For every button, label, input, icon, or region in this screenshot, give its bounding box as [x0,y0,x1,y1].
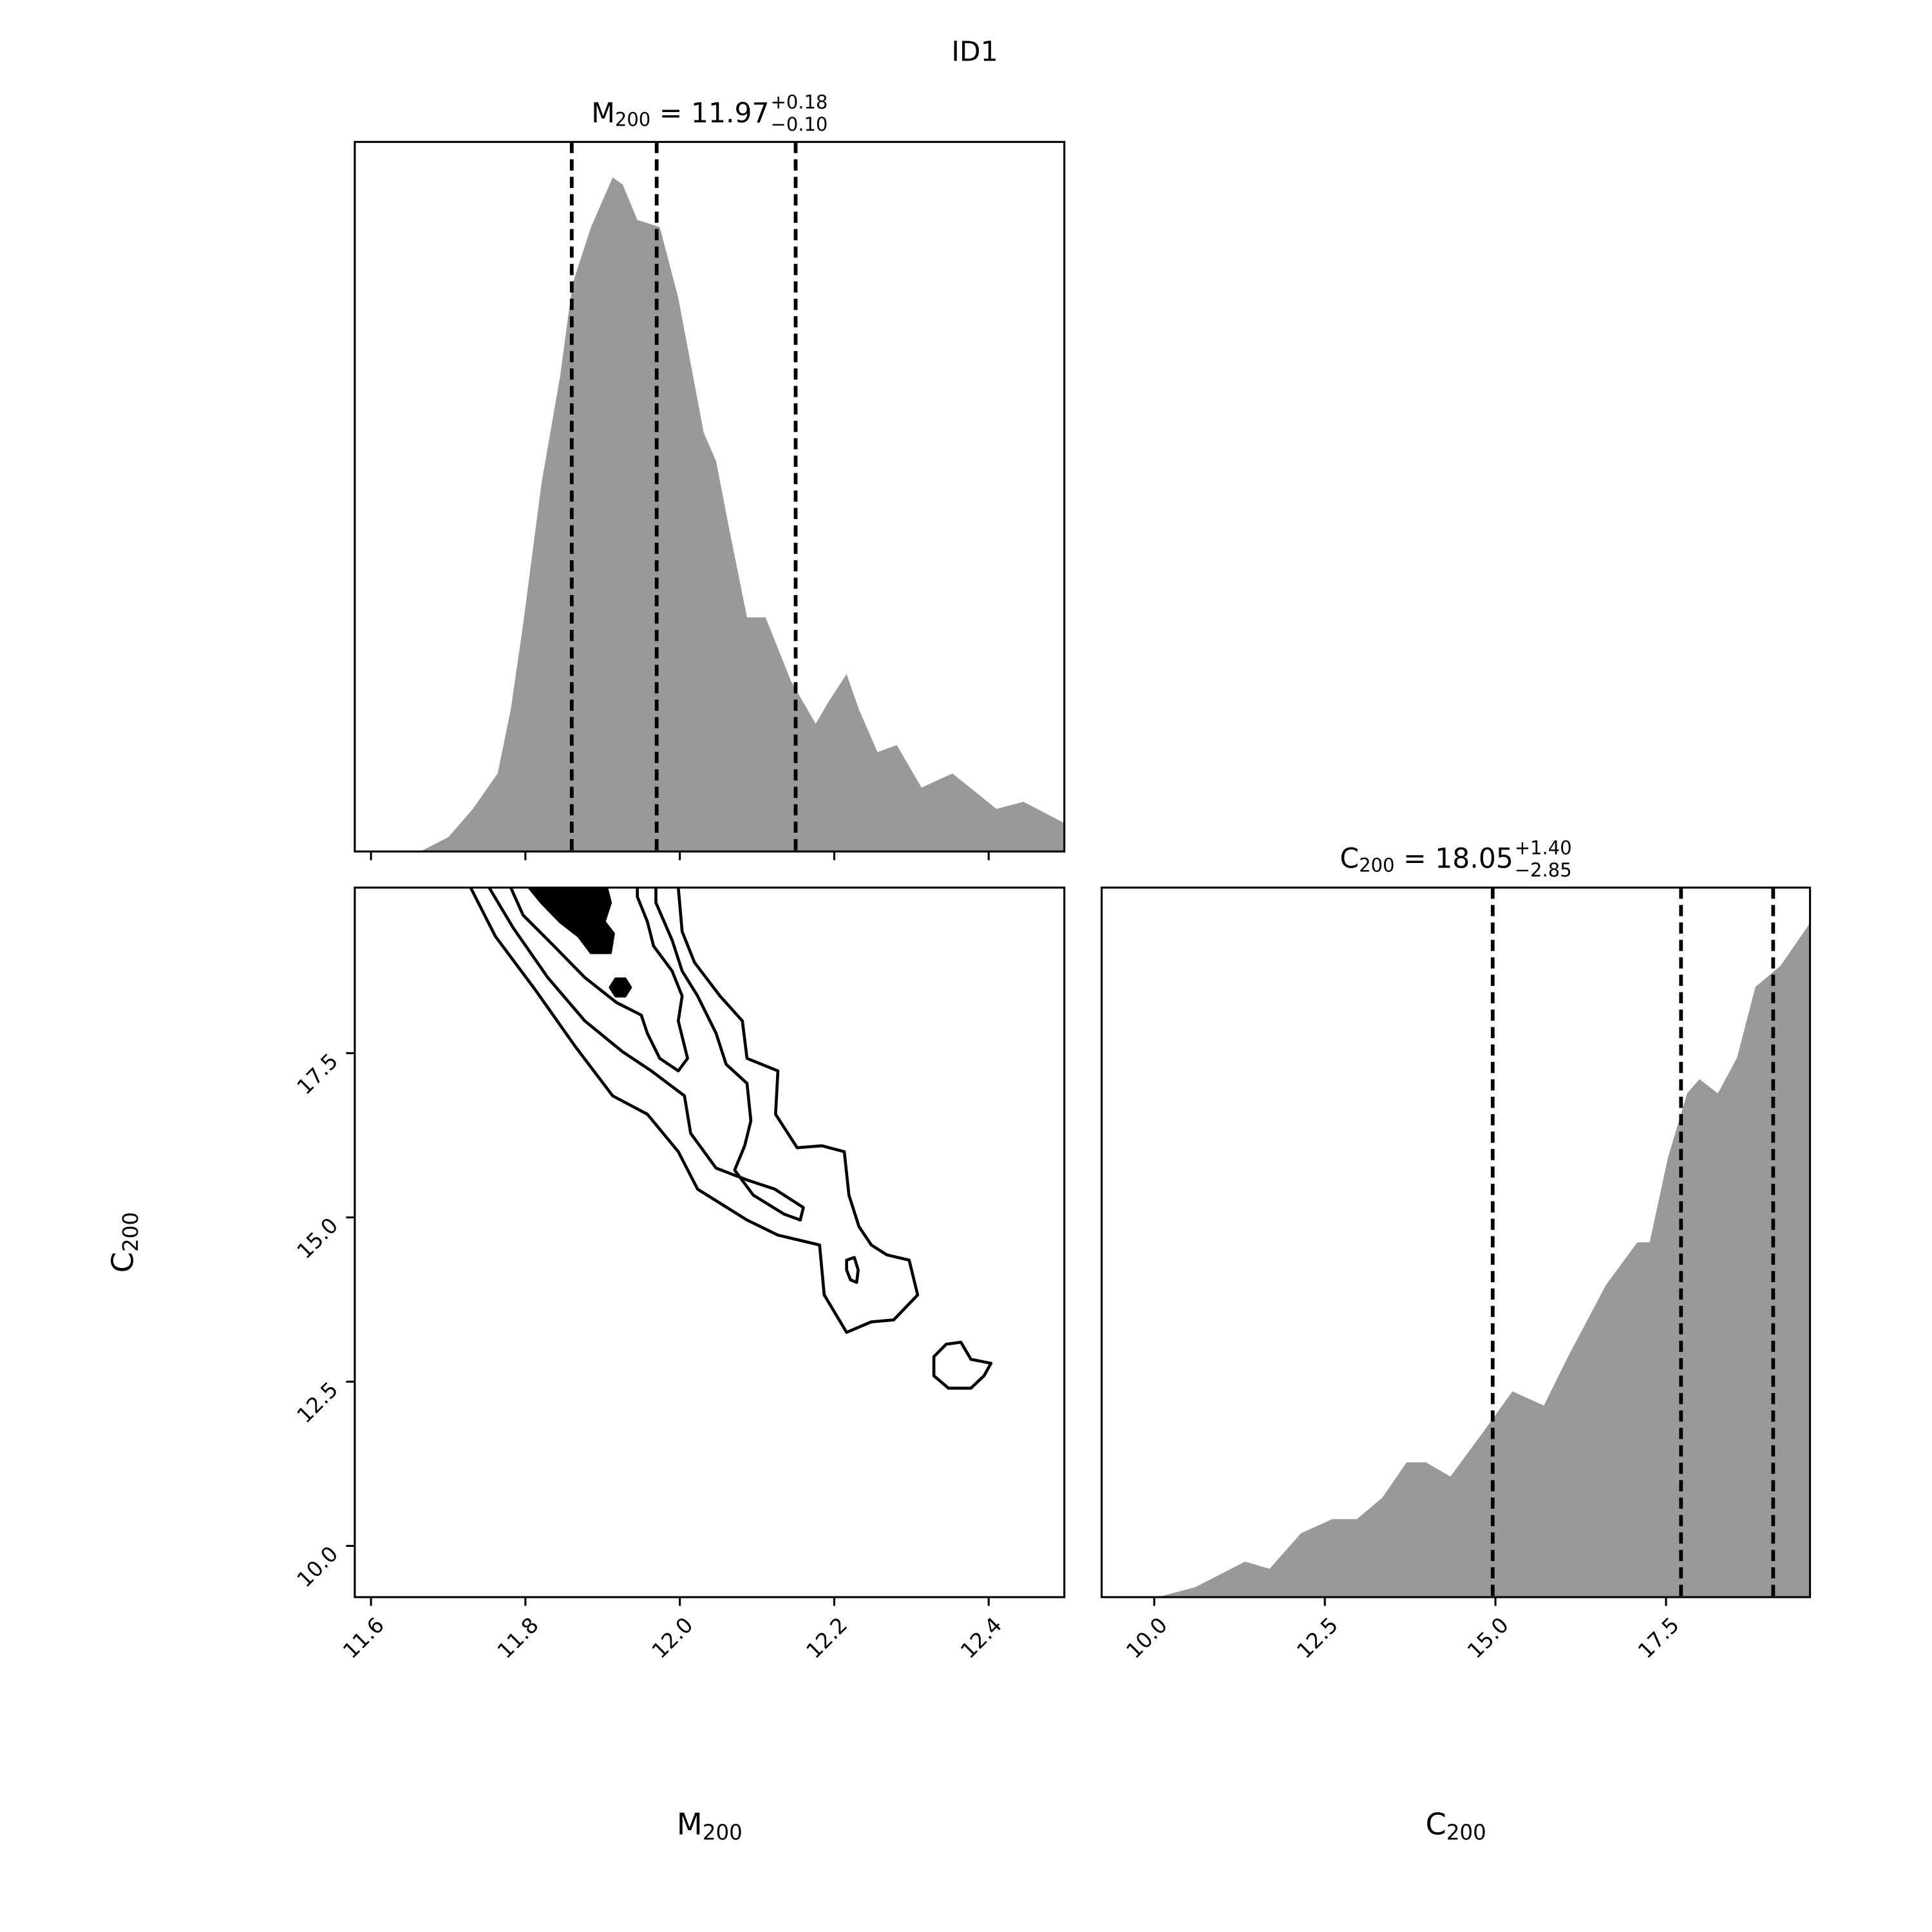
figure-title: ID1 [951,37,998,68]
title-lower-error: −0.10 [771,113,828,135]
y-axis-label-subscript: 200 [118,1212,143,1252]
x-tick-label: 10.0 [1121,1612,1172,1663]
panel-title: M200 = 11.97 +0.18−0.10 [591,91,828,135]
title-value: = 11.97 [650,97,769,129]
x-axis-label: C200 [1425,1806,1486,1844]
x-tick-label: 17.5 [1633,1612,1684,1663]
x-tick-label: 12.2 [801,1612,852,1663]
axes-frame [354,886,1066,1598]
panel-title-text: M200 = 11.97 [591,97,769,130]
title-symbol: M [591,97,615,129]
x-axis-label-symbol: M [677,1806,703,1841]
x-axis-label-symbol: C [1425,1806,1446,1841]
density-area [354,177,1065,852]
plot-area [1101,887,1810,1598]
x-tick-label: 11.6 [338,1612,389,1663]
panel-title: C200 = 18.05 +1.40−2.85 [1340,837,1572,881]
axes-frame [1101,886,1812,1598]
y-tick-label: 12.5 [292,1377,343,1428]
plot-area [354,142,1065,852]
plot-area [469,887,993,1390]
x-axis-label-subscript: 200 [703,1820,743,1844]
title-upper-error: +0.18 [771,91,828,113]
y-axis-label-symbol: C [105,1252,140,1273]
x-axis-label: M200 [677,1806,743,1844]
contour-fill [527,887,615,954]
x-tick-label: 12.5 [1292,1612,1343,1663]
density-area [1101,923,1810,1598]
y-tick-label: 17.5 [292,1048,343,1099]
x-tick-label: 15.0 [1463,1612,1513,1663]
x-tick-label: 12.0 [647,1612,697,1663]
y-axis-label: C200 [105,1212,143,1273]
y-tick-label: 15.0 [292,1213,343,1264]
x-axis-label-subscript: 200 [1446,1820,1486,1844]
contour-line [932,1340,993,1390]
x-tick-label: 11.8 [492,1612,543,1663]
contour-line [845,1256,860,1284]
title-subscript: 200 [1359,854,1394,876]
title-subscript: 200 [615,109,650,131]
contour-line [469,887,920,1334]
title-symbol: C [1340,843,1359,875]
title-value: = 18.05 [1395,843,1513,875]
contour-line [509,887,689,1073]
x-tick-label: 12.4 [956,1612,1007,1663]
contour-line [488,887,805,1222]
axes-frame [354,140,1066,853]
contour-fill [609,977,632,998]
panel-title-text: C200 = 18.05 [1340,843,1513,876]
title-lower-error: −2.85 [1515,859,1572,881]
y-tick-label: 10.0 [292,1541,343,1592]
title-upper-error: +1.40 [1515,837,1572,858]
